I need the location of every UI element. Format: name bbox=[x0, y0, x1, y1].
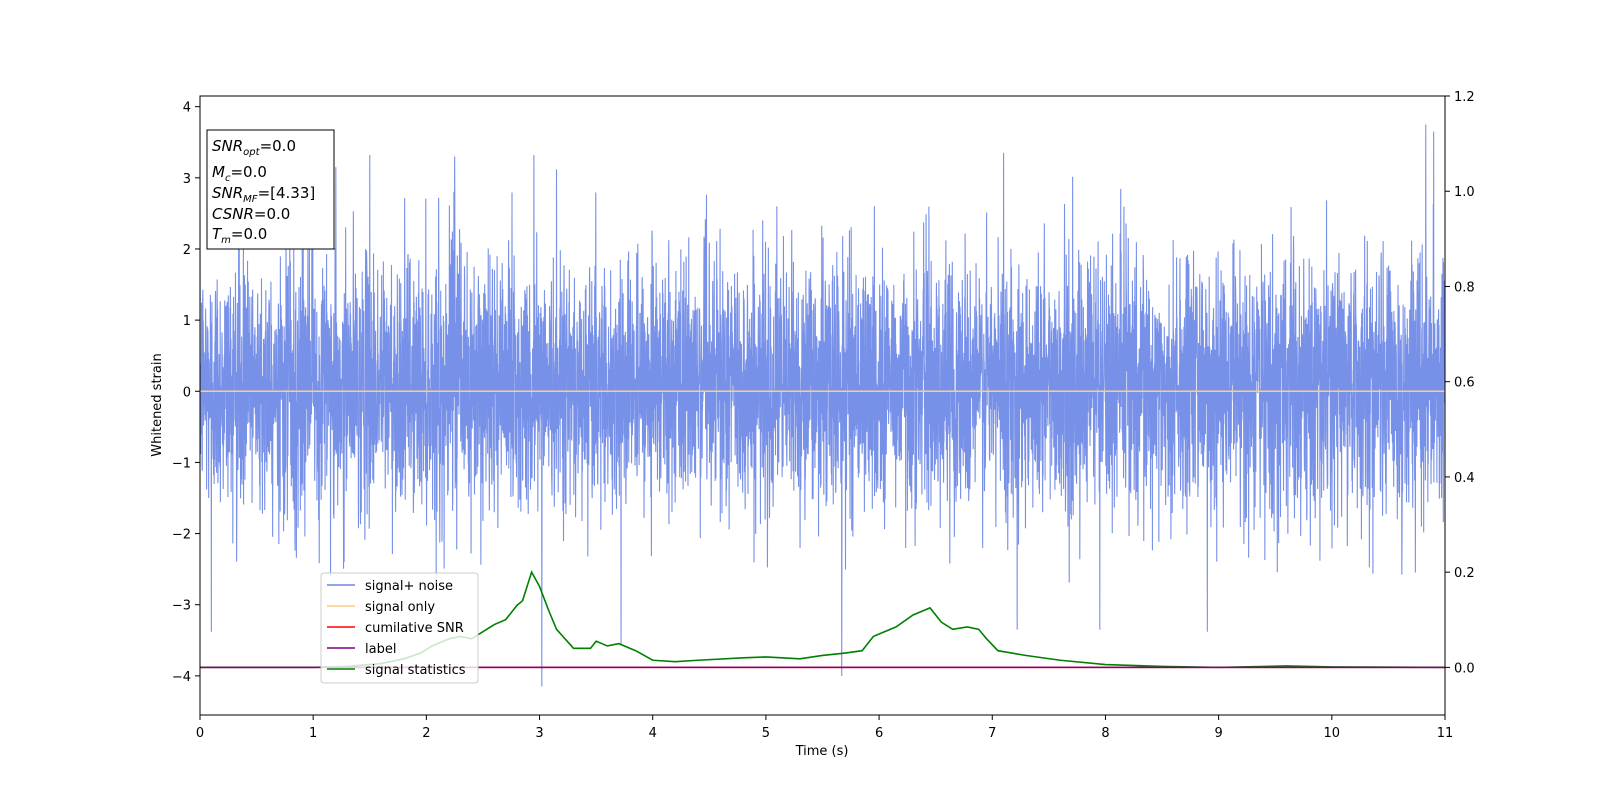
x-tick-label: 11 bbox=[1437, 726, 1454, 741]
y-tick-label: −2 bbox=[172, 528, 191, 543]
x-tick-label: 3 bbox=[535, 726, 543, 741]
y2-tick-label: 1.2 bbox=[1454, 90, 1475, 105]
y-tick-label: −3 bbox=[172, 599, 191, 614]
x-tick-label: 10 bbox=[1324, 726, 1341, 741]
info-line: Mc=0.0 bbox=[212, 163, 267, 184]
x-axis-label: Time (s) bbox=[795, 744, 849, 759]
y2-tick-label: 0.8 bbox=[1454, 280, 1475, 295]
info-line: SNRopt=0.0 bbox=[212, 137, 296, 158]
legend: signal+ noise signal only cumilative SNR la… bbox=[320, 572, 479, 684]
y2-tick-label: 0.2 bbox=[1454, 566, 1475, 581]
x-tick-label: 1 bbox=[309, 726, 317, 741]
x-tick-label: 4 bbox=[649, 726, 657, 741]
legend-entry: signal only bbox=[365, 600, 435, 615]
x-tick-label: 5 bbox=[762, 726, 770, 741]
series-signal-noise bbox=[200, 124, 1445, 687]
x-axis: 0 1 2 3 4 5 6 7 8 9 10 11 bbox=[196, 715, 1453, 741]
x-tick-label: 2 bbox=[422, 726, 430, 741]
y-tick-label: 1 bbox=[183, 314, 191, 329]
info-line: SNRMF=[4.33] bbox=[212, 184, 315, 205]
y2-tick-label: 1.0 bbox=[1454, 185, 1475, 200]
legend-entry: signal statistics bbox=[365, 663, 466, 678]
plot-frame bbox=[199, 95, 1446, 716]
y-tick-label: 0 bbox=[183, 385, 191, 400]
y-tick-label: −4 bbox=[172, 670, 191, 685]
x-tick-label: 8 bbox=[1101, 726, 1109, 741]
y-tick-label: −1 bbox=[172, 456, 191, 471]
y-tick-label: 4 bbox=[183, 101, 191, 116]
x-tick-label: 6 bbox=[875, 726, 883, 741]
y2-axis: 0.0 0.2 0.4 0.6 0.8 1.0 1.2 bbox=[1445, 90, 1475, 676]
y2-tick-label: 0.4 bbox=[1454, 471, 1475, 486]
legend-entry: label bbox=[365, 642, 396, 657]
info-line: Tm=0.0 bbox=[212, 225, 267, 246]
legend-entry: cumilative SNR bbox=[365, 621, 464, 636]
info-line: CSNR=0.0 bbox=[212, 205, 290, 223]
y2-tick-label: 0.6 bbox=[1454, 376, 1475, 391]
y-axis-label: Whitened strain bbox=[150, 353, 165, 456]
x-tick-label: 0 bbox=[196, 726, 204, 741]
y-tick-label: 2 bbox=[183, 243, 191, 258]
info-box-frame bbox=[206, 129, 335, 250]
y-tick-label: 3 bbox=[183, 172, 191, 187]
legend-frame bbox=[320, 572, 479, 684]
x-tick-label: 7 bbox=[988, 726, 996, 741]
x-tick-label: 9 bbox=[1214, 726, 1222, 741]
legend-entry: signal+ noise bbox=[365, 579, 453, 594]
y2-tick-label: 0.0 bbox=[1454, 661, 1475, 676]
y-axis: −4 −3 −2 −1 0 1 2 3 4 bbox=[172, 101, 200, 685]
